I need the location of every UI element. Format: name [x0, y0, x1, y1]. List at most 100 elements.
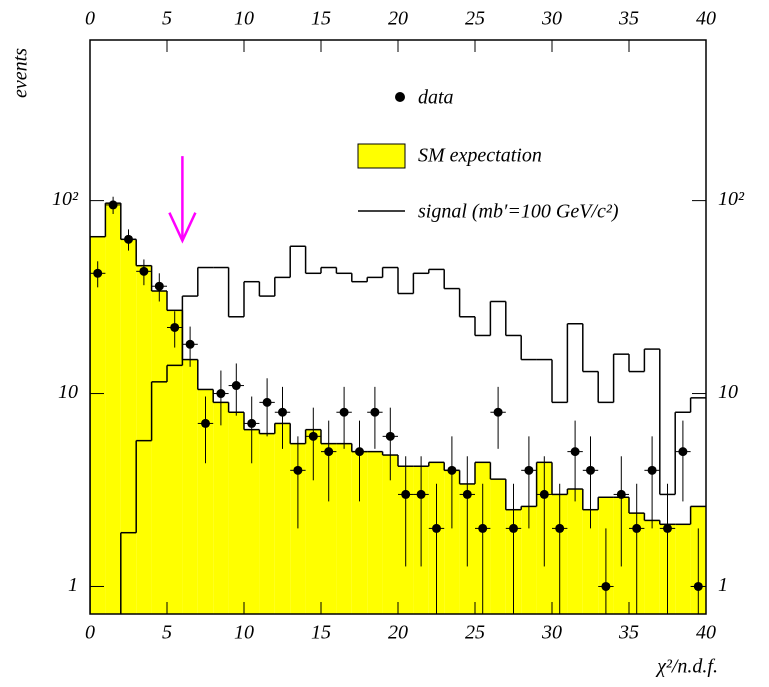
- x-tick-label-top: 15: [311, 8, 331, 30]
- data-point: [663, 523, 672, 533]
- data-point: [539, 489, 549, 499]
- bar: [367, 451, 383, 614]
- data-point: [231, 381, 241, 391]
- legend-label: data: [418, 87, 454, 109]
- x-tick-label-top: 10: [234, 8, 254, 30]
- bar: [197, 389, 214, 614]
- data-point: [462, 489, 472, 499]
- x-tick-label-top: 30: [541, 8, 562, 30]
- x-tick-label: 0: [85, 622, 95, 644]
- bin-connector: [90, 203, 692, 614]
- data-point: [632, 523, 642, 533]
- data-point: [432, 523, 441, 533]
- bar: [244, 429, 260, 614]
- bar: [305, 429, 321, 614]
- x-tick-label: 5: [162, 622, 172, 644]
- legend-label: signal (mb′=100 GeV/c²): [418, 201, 619, 223]
- bar: [444, 470, 460, 614]
- data-point: [678, 447, 688, 457]
- data-point: [185, 339, 195, 349]
- x-tick-label: 20: [388, 622, 408, 644]
- bar: [351, 451, 368, 614]
- x-tick-label-top: 35: [618, 8, 639, 30]
- data-point: [616, 489, 626, 499]
- arrow-head: [168, 212, 197, 244]
- y-tick-label: 10²: [52, 188, 79, 210]
- plot-area: [90, 196, 706, 614]
- data-point: [216, 389, 226, 399]
- bar: [136, 265, 152, 614]
- x-tick-label-top: 20: [388, 8, 408, 30]
- legend-label: SM expectation: [418, 145, 542, 167]
- bar: [336, 443, 352, 614]
- data-point: [647, 465, 657, 475]
- legend-swatch: [357, 143, 406, 169]
- data-point: [401, 489, 411, 499]
- x-axis-label: χ²/n.d.f.: [655, 656, 718, 678]
- data-point: [339, 407, 349, 417]
- y-tick-label-right: 10: [718, 381, 738, 403]
- bar: [274, 423, 291, 614]
- data-point: [308, 431, 318, 441]
- bar: [167, 310, 183, 614]
- data-point: [293, 465, 303, 475]
- x-tick-label: 25: [465, 622, 485, 644]
- x-tick-label-top: 5: [162, 8, 172, 30]
- bar: [228, 412, 244, 614]
- bar: [290, 443, 306, 614]
- data-point: [278, 407, 287, 417]
- bar: [582, 509, 599, 614]
- bar: [490, 479, 506, 614]
- data-point: [370, 407, 380, 417]
- bar: [213, 402, 229, 614]
- data-point: [385, 431, 395, 441]
- x-tick-label: 30: [541, 622, 562, 644]
- y-tick-label-right: 1: [718, 574, 728, 596]
- bar: [521, 506, 537, 614]
- y-axis-label: events: [10, 48, 32, 98]
- x-tick-label: 15: [311, 622, 331, 644]
- data-point: [262, 397, 272, 407]
- data-point: [124, 234, 133, 244]
- x-tick-label-top: 0: [85, 8, 95, 30]
- bar: [644, 520, 660, 614]
- bar: [182, 359, 198, 614]
- data-point: [524, 465, 534, 475]
- bar: [259, 433, 275, 614]
- data-point: [93, 268, 103, 278]
- data-point: [601, 581, 611, 591]
- x-tick-label-top: 25: [465, 8, 485, 30]
- bar: [675, 524, 691, 614]
- bar: [120, 239, 137, 614]
- bar: [382, 455, 398, 614]
- data-point: [555, 523, 565, 533]
- data-point: [154, 281, 164, 291]
- y-tick-label: 10: [58, 381, 78, 403]
- x-tick-label: 10: [234, 622, 254, 644]
- data-point: [586, 465, 595, 475]
- data-point: [478, 523, 488, 533]
- x-tick-label-top: 40: [696, 8, 716, 30]
- legend-marker: [395, 92, 405, 102]
- data-point: [570, 447, 580, 457]
- y-tick-label: 1: [68, 574, 78, 596]
- bar: [90, 236, 106, 614]
- data-point: [324, 447, 334, 457]
- data-point: [139, 266, 149, 276]
- data-point: [493, 407, 503, 417]
- data-point: [247, 418, 257, 428]
- data-point: [447, 465, 457, 475]
- data-point: [355, 447, 364, 457]
- data-point: [170, 322, 180, 332]
- x-tick-label: 35: [618, 622, 639, 644]
- x-tick-label: 40: [696, 622, 716, 644]
- y-tick-label-right: 10²: [718, 188, 745, 210]
- data-point: [108, 200, 118, 210]
- data-point: [201, 418, 210, 428]
- data-point: [509, 523, 518, 533]
- data-point: [416, 489, 426, 499]
- bar: [567, 489, 583, 614]
- bar: [151, 291, 167, 614]
- bar: [105, 203, 121, 614]
